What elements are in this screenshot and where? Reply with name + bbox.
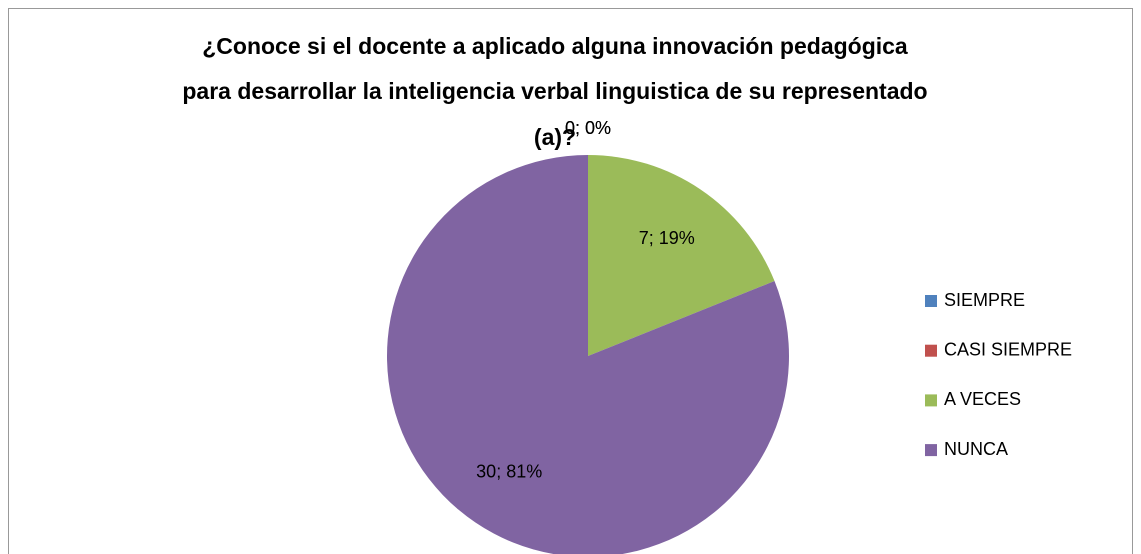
legend-label: NUNCA xyxy=(944,439,1008,459)
legend-swatch xyxy=(925,444,937,457)
chart-title: para desarrollar la inteligencia verbal … xyxy=(182,78,927,104)
data-label: 30; 81% xyxy=(476,461,542,481)
pie-slice xyxy=(588,155,775,356)
legend-label: CASI SIEMPRE xyxy=(944,339,1072,359)
legend-swatch xyxy=(925,344,937,357)
legend-label: SIEMPRE xyxy=(944,290,1025,310)
pie-slice xyxy=(387,155,789,554)
legend-label: A VECES xyxy=(944,389,1021,409)
chart-title: ¿Conoce si el docente a aplicado alguna … xyxy=(202,33,908,59)
data-label: 7; 19% xyxy=(639,228,695,248)
data-label: 0; 0% xyxy=(565,118,611,138)
chart-title: (a)? xyxy=(534,124,576,150)
legend-swatch xyxy=(925,394,937,407)
legend-swatch xyxy=(925,295,937,307)
data-label: 0; 0% xyxy=(565,118,611,138)
